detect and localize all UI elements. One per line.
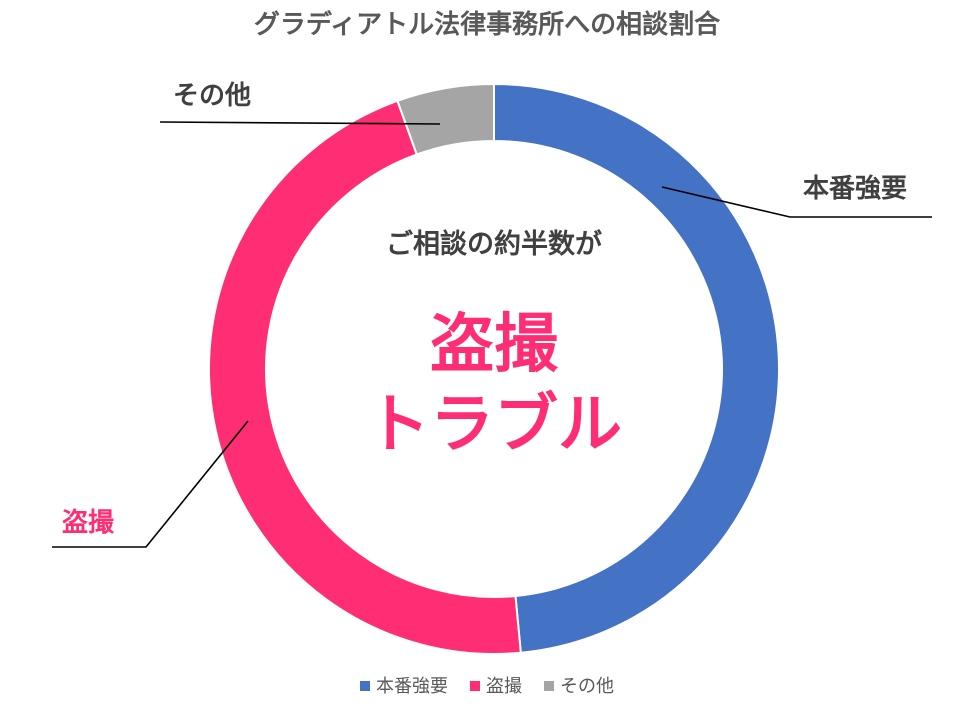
center-subtitle: ご相談の約半数が: [386, 228, 602, 260]
legend-swatch-tousatsu: [470, 681, 480, 691]
leader-lines: [52, 121, 932, 548]
legend: 本番強要 盗撮 その他: [360, 676, 614, 697]
legend-label-sonota: その他: [560, 676, 614, 697]
chart-title: グラディアトル法律事務所への相談割合: [254, 9, 721, 40]
leader-line-honban-kyoyou: [661, 186, 932, 218]
legend-swatch-honban-kyoyou: [360, 681, 370, 691]
legend-label-honban-kyoyou: 本番強要: [376, 676, 448, 697]
leader-line-tousatsu: [52, 420, 249, 548]
slice-label-sonota: その他: [173, 81, 251, 111]
center-highlight-line1: 盗撮: [430, 308, 559, 382]
slice-sonota: [396, 82, 495, 156]
donut-slices: [208, 82, 780, 655]
slice-label-tousatsu: 盗撮: [62, 507, 115, 538]
legend-swatch-sonota: [544, 681, 554, 691]
leader-line-sonota: [159, 121, 441, 125]
slice-honban-kyoyou: [493, 82, 780, 654]
center-highlight-line2: トラブル: [366, 388, 622, 462]
slice-tousatsu: [208, 99, 522, 655]
slice-label-honban-kyoyou: 本番強要: [803, 174, 907, 204]
legend-label-tousatsu: 盗撮: [486, 676, 522, 697]
